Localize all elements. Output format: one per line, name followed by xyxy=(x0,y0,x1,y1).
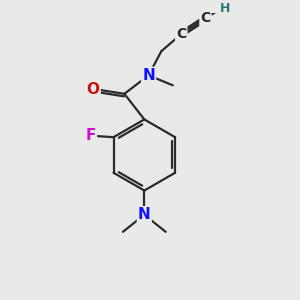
Text: O: O xyxy=(87,82,100,97)
Text: N: N xyxy=(138,207,151,222)
Text: H: H xyxy=(220,2,231,15)
Text: C: C xyxy=(176,27,186,41)
Text: C: C xyxy=(200,11,211,26)
Text: F: F xyxy=(85,128,96,143)
Text: N: N xyxy=(142,68,155,83)
